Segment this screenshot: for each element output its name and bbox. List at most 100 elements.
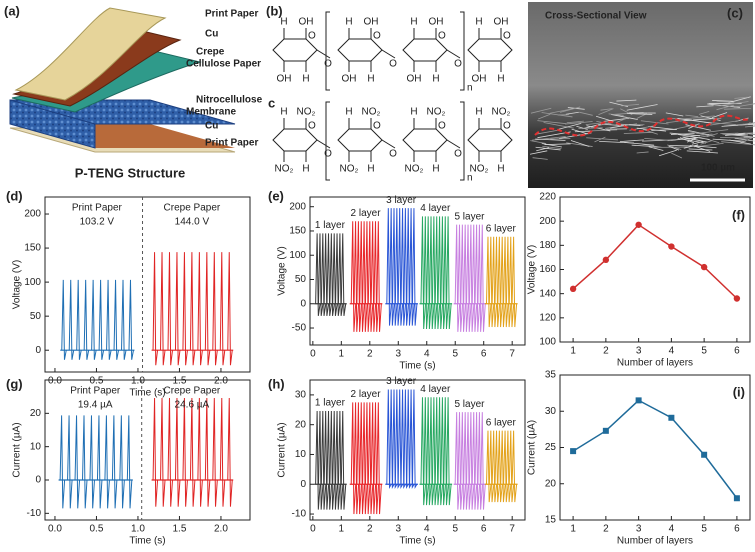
pulse xyxy=(337,233,344,316)
fiber xyxy=(565,121,593,125)
fiber xyxy=(733,103,755,108)
panel-label: (d) xyxy=(6,188,23,203)
ring xyxy=(337,128,383,152)
pulse xyxy=(477,224,483,332)
fiber xyxy=(579,111,593,116)
pulse xyxy=(340,233,347,316)
fiber xyxy=(565,111,579,115)
fiber xyxy=(725,133,746,136)
pulse xyxy=(491,430,498,503)
series-label: 4 layer xyxy=(420,203,451,214)
fiber xyxy=(706,133,718,138)
x-tick-label: 6 xyxy=(481,524,487,535)
fiber xyxy=(530,140,547,144)
atom: NO₂ xyxy=(275,164,294,175)
fiber xyxy=(749,122,755,125)
pulse xyxy=(386,389,392,489)
fiber-outline xyxy=(534,114,751,137)
pulse xyxy=(68,279,75,360)
fiber xyxy=(648,126,678,130)
atom: NO₂ xyxy=(297,107,316,118)
y-tick-label: 180 xyxy=(539,240,556,251)
pulse xyxy=(466,412,472,510)
pulse xyxy=(320,233,327,316)
x-tick-label: 3 xyxy=(395,349,401,360)
fiber xyxy=(707,103,741,108)
fiber xyxy=(669,132,700,137)
pulse xyxy=(82,415,88,509)
x-axis-title: Number of layers xyxy=(617,358,693,369)
atom: OH xyxy=(429,17,444,28)
x-tick-label: 0.5 xyxy=(90,524,104,535)
fiber xyxy=(636,127,667,132)
pulse xyxy=(67,415,73,509)
fiber xyxy=(631,144,658,148)
line xyxy=(572,399,738,499)
atom: O xyxy=(438,31,446,42)
pulse xyxy=(454,412,461,510)
pulse xyxy=(457,412,464,510)
pulse xyxy=(317,233,324,316)
pulse xyxy=(454,224,461,332)
pulse xyxy=(359,402,365,515)
x-tick-label: 2.0 xyxy=(214,376,228,387)
pulse xyxy=(364,221,371,332)
pulse xyxy=(400,389,406,489)
peak-label: 103.2 V xyxy=(80,217,115,228)
x-tick-label: 0 xyxy=(310,524,316,535)
pulse xyxy=(463,412,469,510)
pulse xyxy=(83,279,90,360)
fiber xyxy=(691,141,704,145)
fiber xyxy=(627,113,653,115)
fiber xyxy=(711,112,728,119)
y-tick-label: 0 xyxy=(35,345,41,356)
pulse xyxy=(356,402,362,515)
pulse xyxy=(426,216,432,330)
pulse xyxy=(204,252,211,366)
y-tick-label: 0 xyxy=(300,479,306,490)
bond xyxy=(316,139,331,149)
x-tick-label: 0.0 xyxy=(48,524,62,535)
fiber xyxy=(550,138,571,140)
pulse xyxy=(471,412,478,510)
fiber xyxy=(543,122,574,129)
atom: NO₂ xyxy=(405,164,424,175)
fiber xyxy=(683,118,712,122)
pulse xyxy=(362,221,368,332)
pulse xyxy=(434,397,441,506)
fiber xyxy=(743,136,755,138)
pulse xyxy=(59,415,66,509)
pulse xyxy=(434,216,441,330)
ring xyxy=(337,38,383,62)
pulse xyxy=(96,415,103,509)
pulse xyxy=(370,221,377,332)
fiber xyxy=(535,138,566,141)
x-tick-label: 0.0 xyxy=(48,376,62,387)
atom: O xyxy=(503,31,511,42)
fiber xyxy=(570,140,590,147)
bracket xyxy=(325,101,330,181)
atom: H xyxy=(432,74,439,85)
atom: H xyxy=(302,74,309,85)
plot-frame xyxy=(309,196,526,346)
pulse xyxy=(446,397,452,506)
fiber xyxy=(678,134,710,140)
pulse xyxy=(508,236,515,328)
fiber xyxy=(682,115,715,120)
pulse xyxy=(488,430,495,503)
x-tick-label: 1 xyxy=(570,346,576,357)
fiber xyxy=(729,139,751,145)
pulse xyxy=(397,208,404,326)
bracket xyxy=(325,11,330,91)
series-label: 6 layer xyxy=(486,417,517,428)
x-tick-label: 5 xyxy=(452,524,458,535)
pulse xyxy=(409,389,415,489)
x-axis-title: Number of layers xyxy=(617,536,693,547)
x-tick-label: 4 xyxy=(669,524,675,535)
y-tick-label: -10 xyxy=(27,508,42,519)
series-label: 6 layer xyxy=(486,223,517,234)
fiber xyxy=(598,108,614,115)
pulse xyxy=(443,216,449,330)
pulse xyxy=(423,397,429,506)
pulse xyxy=(160,397,166,507)
